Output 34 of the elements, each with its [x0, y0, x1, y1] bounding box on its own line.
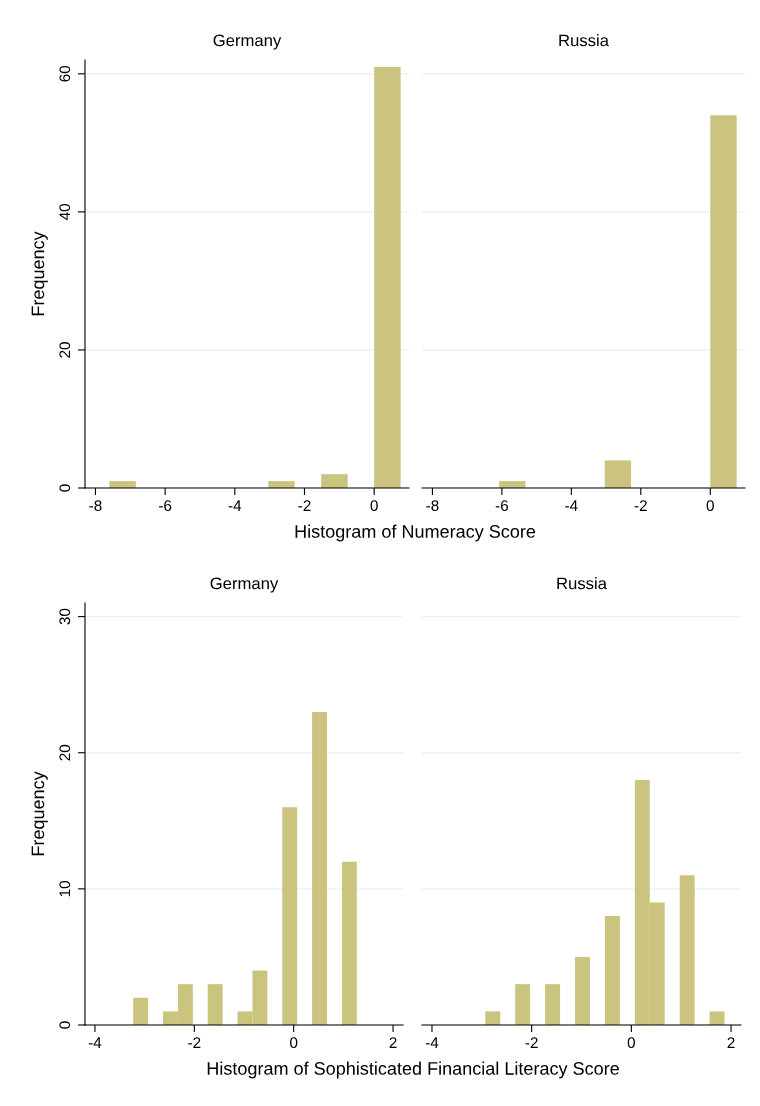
- x-tick-label: 0: [706, 500, 714, 512]
- x-tick-label: -2: [298, 500, 311, 511]
- x-tick-label: -4: [425, 1037, 439, 1048]
- y-tick-label: 0: [59, 484, 71, 492]
- x-axis-title: Histogram of Sophisticated Financial Literacy Score: [207, 1061, 619, 1079]
- chart-title: Germany: [210, 577, 279, 593]
- x-tick-label: -2: [188, 1037, 201, 1048]
- chart-title: Russia: [557, 577, 607, 590]
- y-tick-label: 10: [59, 880, 71, 897]
- y-tick-label: 0: [59, 1021, 71, 1029]
- x-tick-label: 0: [627, 1037, 635, 1049]
- chart-title: Germany: [213, 34, 282, 50]
- x-tick-label: 2: [389, 1037, 397, 1048]
- chart-title: Russia: [559, 34, 609, 47]
- y-tick-label: 20: [59, 744, 71, 761]
- x-tick-label: -8: [426, 500, 439, 512]
- x-tick-label: -4: [88, 1037, 102, 1048]
- x-tick-label: -4: [565, 500, 578, 511]
- y-tick-label: 20: [59, 342, 71, 358]
- x-tick-label: -4: [228, 500, 242, 511]
- y-tick-label: 30: [59, 608, 71, 625]
- x-tick-label: -2: [525, 1037, 538, 1048]
- x-tick-label: 0: [370, 500, 378, 512]
- x-tick-label: 0: [290, 1037, 298, 1049]
- y-axis-title: Frequency: [31, 231, 48, 316]
- x-axis-title: Histogram of Numeracy Score: [295, 524, 536, 542]
- x-tick-label: -6: [159, 500, 172, 512]
- x-tick-label: -8: [89, 500, 102, 512]
- y-axis-title: Frequency: [31, 771, 48, 856]
- x-tick-label: 2: [727, 1037, 735, 1048]
- x-tick-label: -6: [495, 500, 508, 512]
- y-tick-label: 40: [59, 203, 71, 221]
- x-tick-label: -2: [634, 500, 647, 511]
- y-tick-label: 60: [59, 65, 71, 82]
